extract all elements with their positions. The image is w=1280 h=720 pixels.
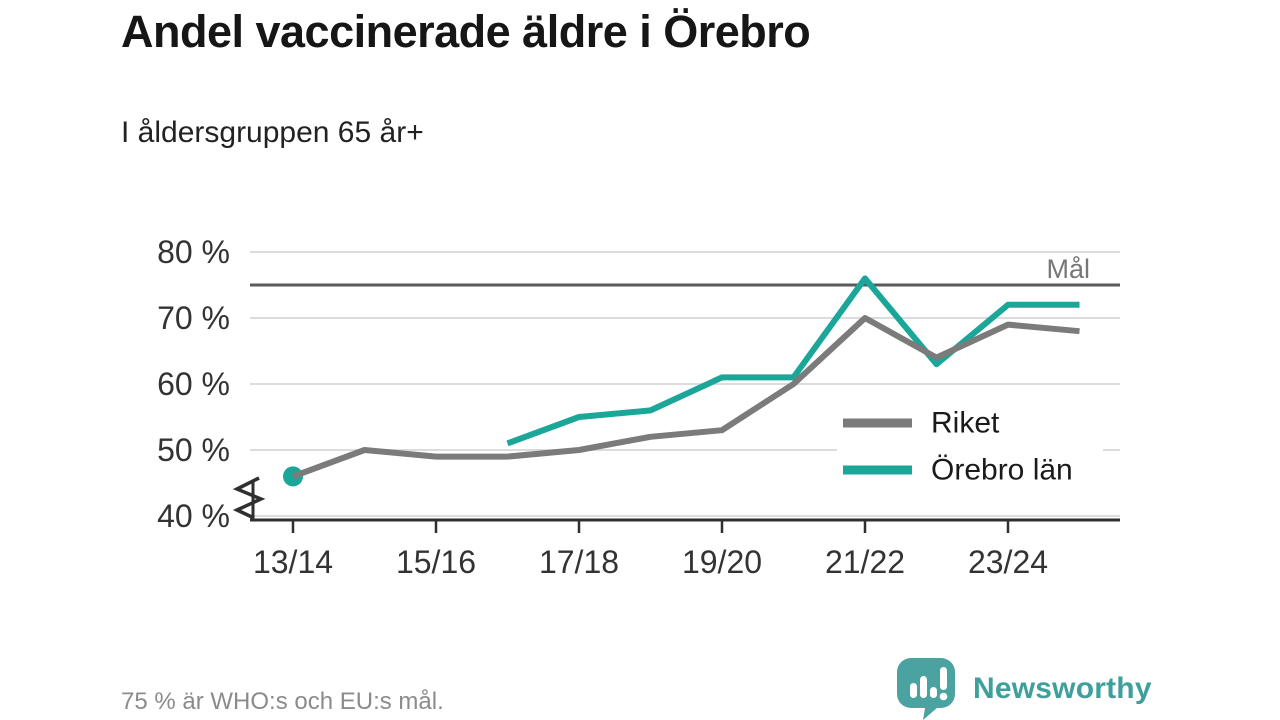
- newsworthy-logo: Newsworthy: [897, 658, 1152, 720]
- x-tick-label: 13/14: [253, 544, 333, 580]
- x-tick-label: 17/18: [539, 544, 619, 580]
- legend-label: Riket: [931, 407, 1000, 440]
- x-tick-label: 21/22: [825, 544, 905, 580]
- newsworthy-speech-bubble-bar-chart-icon: [897, 658, 955, 720]
- y-tick-label: 50 %: [157, 432, 230, 468]
- chart-title: Andel vaccinerade äldre i Örebro: [121, 6, 811, 57]
- x-tick-label: 23/24: [968, 544, 1048, 580]
- y-tick-label: 40 %: [157, 498, 230, 534]
- y-tick-label: 60 %: [157, 366, 230, 402]
- axis-break-symbol: [232, 476, 266, 520]
- footer-note: 75 % är WHO:s och EU:s mål.: [121, 688, 444, 715]
- series-line-orebro: [506, 275, 1080, 447]
- newsworthy-logo-text: Newsworthy: [973, 672, 1152, 705]
- series-line-riket: [291, 315, 1080, 480]
- chart-subtitle: I åldersgruppen 65 år+: [121, 116, 424, 149]
- y-tick-label: 80 %: [157, 234, 230, 270]
- x-tick-label: 19/20: [682, 544, 762, 580]
- goal-line-label: Mål: [1046, 254, 1090, 284]
- x-tick-label: 15/16: [396, 544, 476, 580]
- y-tick-label: 70 %: [157, 300, 230, 336]
- legend-background: [837, 400, 1103, 496]
- legend-label: Örebro län: [931, 454, 1073, 487]
